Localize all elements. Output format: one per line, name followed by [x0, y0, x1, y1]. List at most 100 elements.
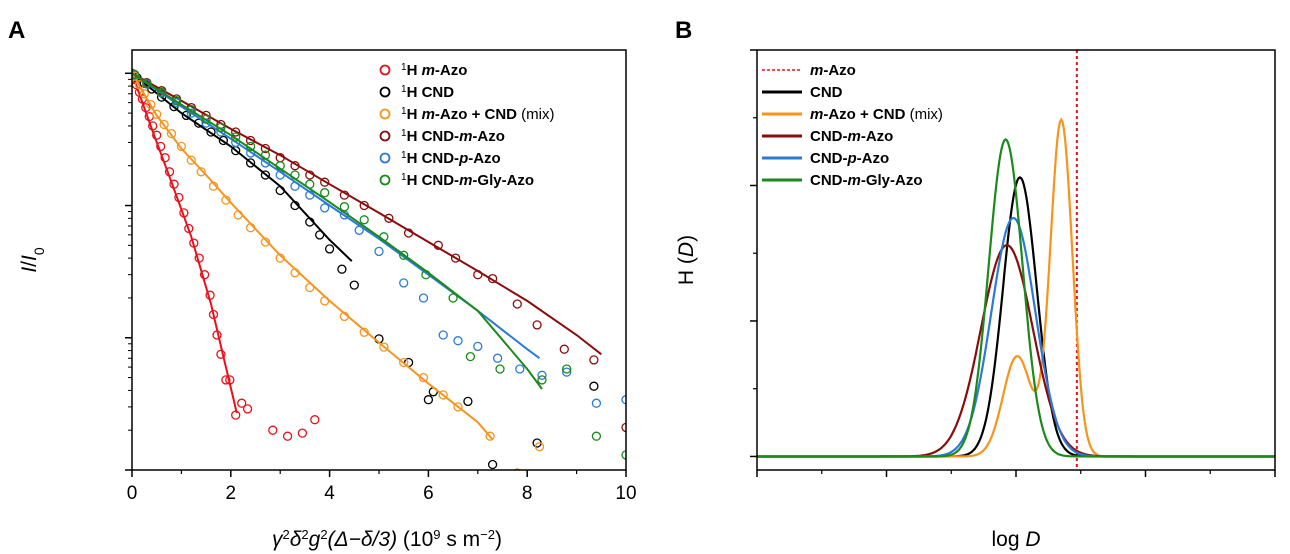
legend-label-part: CND [422, 84, 455, 101]
data-point-cndm [359, 200, 369, 211]
legend-label-part: (mix) [521, 106, 554, 123]
legend-label-part: -Azo [468, 150, 501, 167]
x-axis-label-part: (Δ−δ/3) [328, 528, 398, 551]
data-point-cndm [621, 422, 626, 433]
fit-line-cndm [132, 72, 602, 356]
data-point-mix [221, 195, 231, 205]
data-point-cndm [290, 161, 300, 171]
data-point-cnd [487, 459, 498, 470]
data-point-mazo [169, 179, 179, 189]
legend-sup: 1 [401, 62, 407, 73]
data-point-mazo [184, 223, 194, 234]
x-axis-label-part: s m [441, 528, 481, 551]
legend-label-part: -Azo + CND [823, 106, 909, 123]
legend-label-cndgly: 1H CND-m-Gly-Azo [401, 172, 534, 190]
legend-marker-cnd [379, 86, 391, 98]
legend-label-part: m [422, 106, 435, 123]
x-axis-label-a: γ2δ2g2(Δ−δ/3) (109 s m−2) [272, 527, 502, 552]
data-point-mix [438, 390, 448, 400]
data-point-cnd [349, 280, 359, 290]
data-point-cndgly [320, 188, 330, 198]
data-point-cndm [559, 344, 569, 354]
legend-label-part: p [847, 150, 857, 167]
data-point-mazo [148, 121, 158, 131]
data-point-cnd [275, 185, 285, 196]
data-point-cndm [384, 213, 394, 223]
legend-marker-cndgly [379, 174, 391, 186]
data-point-mazo [282, 431, 293, 441]
data-point-mix [139, 89, 149, 99]
data-point-cndgly [132, 69, 140, 80]
x-axis-label-part: ) [495, 528, 502, 551]
data-point-cnd [315, 230, 325, 240]
distribution-line-cndgly [757, 138, 1275, 458]
data-point-cndgly [359, 215, 369, 225]
x-tick-label-a: 0 [127, 483, 138, 504]
legend-label-mix: 1H m-Azo + CND (mix) [401, 106, 554, 124]
legend-label-cndm: 1H CND-m-Azo [401, 128, 505, 146]
data-point-cndm [589, 355, 599, 365]
data-point-mazo [208, 309, 219, 320]
data-point-cndgly [379, 232, 389, 242]
data-point-cndgly [339, 202, 350, 212]
legend-label-part: H [407, 106, 422, 123]
data-point-cndm [245, 135, 256, 146]
legend-marker-mix [379, 108, 391, 120]
data-point-cndp [515, 364, 525, 374]
legend-label-part: m [848, 128, 861, 145]
data-point-mix [290, 268, 300, 278]
fit-line-cnd [132, 72, 353, 262]
data-point-cnd [218, 135, 229, 146]
data-point-mazo [221, 375, 231, 385]
legend-label-part: p [458, 150, 468, 167]
legend-label-part: m [810, 62, 823, 79]
data-point-mix [453, 402, 463, 412]
data-point-cnd [423, 395, 434, 405]
data-point-mazo [225, 375, 235, 385]
distribution-line-cndm [757, 243, 1275, 458]
legend-label-part: H [407, 128, 422, 145]
data-point-cndm [473, 270, 483, 280]
data-point-cnd [290, 200, 300, 211]
legend-label-part: CND [810, 84, 843, 101]
data-point-cndgly [201, 114, 211, 124]
data-point-mix [399, 357, 409, 368]
x-axis-label-part: log [991, 528, 1025, 551]
data-point-cndp [537, 370, 547, 380]
data-point-cndgly [245, 141, 256, 152]
data-point-cnd [337, 264, 347, 274]
data-point-mazo [231, 410, 241, 420]
data-point-mix [152, 109, 162, 119]
data-point-cndp [591, 398, 602, 408]
legend-label-cnd: 1H CND [401, 84, 454, 102]
data-point-cndp [374, 246, 384, 257]
panel-label-b: B [675, 17, 692, 44]
data-point-cndp [453, 336, 463, 346]
data-point-mazo [179, 208, 189, 218]
x-tick-label-a: 2 [226, 483, 237, 504]
data-point-cnd [305, 217, 315, 227]
data-point-cnd [181, 110, 191, 121]
data-point-cndm [339, 190, 350, 200]
plot-area-a [132, 68, 626, 470]
legend-label-part: H [407, 84, 422, 101]
data-point-cndgly [621, 450, 626, 460]
data-point-cndp [399, 278, 409, 288]
data-point-cndm [260, 143, 271, 154]
data-point-cndp [492, 353, 503, 363]
legend-label-part: CND- [422, 172, 460, 189]
data-point-cndm [320, 177, 330, 187]
data-point-cndp [562, 367, 572, 377]
data-point-cndgly [171, 96, 182, 106]
legend-label-part: H [407, 62, 422, 79]
plot-area-b [757, 50, 1275, 470]
y-axis-label-part: ) [675, 235, 698, 242]
legend-label-part: -Azo [861, 128, 894, 145]
data-point-cndm [487, 273, 498, 284]
distribution-line-mix [757, 117, 1275, 458]
data-point-mix [166, 128, 177, 139]
data-point-mix [485, 431, 495, 441]
legend-marker-mazo [379, 64, 391, 76]
legend-label-part: -Azo [472, 128, 505, 145]
